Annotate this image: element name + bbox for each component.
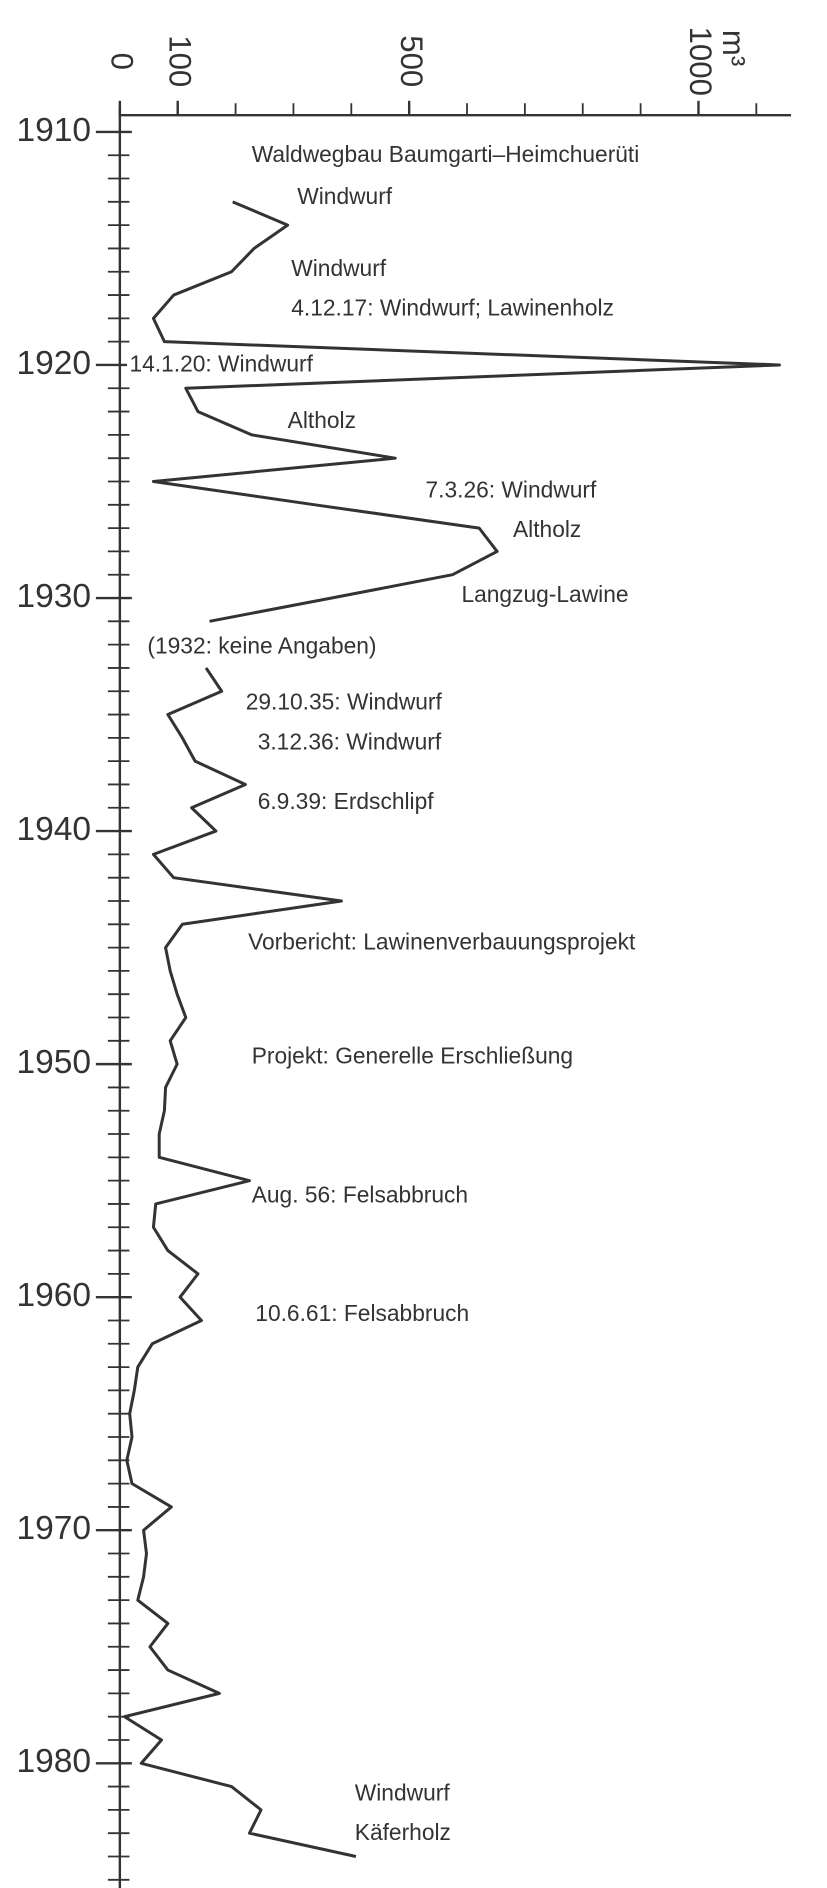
annotation: Windwurf <box>355 1779 451 1805</box>
y-tick-label: 1940 <box>16 811 91 848</box>
y-tick-label: 1910 <box>16 112 91 149</box>
annotation: (1932: keine Angaben) <box>147 632 376 658</box>
annotation: Projekt: Generelle Erschließung <box>252 1042 573 1068</box>
annotation: Käferholz <box>355 1819 451 1845</box>
annotation: Windwurf <box>291 255 387 281</box>
x-tick-label: 500 <box>394 35 429 87</box>
annotation: Waldwegbau Baumgarti–Heimchuerüti <box>252 141 640 167</box>
y-tick-label: 1920 <box>16 345 91 382</box>
annotation: 4.12.17: Windwurf; Lawinenholz <box>291 294 614 320</box>
annotation: 10.6.61: Felsabbruch <box>255 1300 469 1326</box>
x-axis-unit: m³ <box>716 30 751 66</box>
y-tick-label: 1960 <box>16 1277 91 1314</box>
annotation: Windwurf <box>297 183 393 209</box>
x-tick-label: 1000 <box>683 27 718 96</box>
annotation-bg <box>127 350 316 377</box>
y-tick-label: 1930 <box>16 578 91 615</box>
annotation: 7.3.26: Windwurf <box>425 477 596 503</box>
annotation: 3.12.36: Windwurf <box>258 728 442 754</box>
y-tick-label: 1980 <box>16 1743 91 1780</box>
x-tick-label: 0 <box>105 53 140 70</box>
data-line <box>122 200 781 1858</box>
annotation: Altholz <box>513 516 581 542</box>
y-tick-label: 1950 <box>16 1044 91 1081</box>
annotation: Vorbericht: Lawinenverbauungsprojekt <box>248 928 636 954</box>
annotation: 29.10.35: Windwurf <box>246 689 443 715</box>
annotation: 6.9.39: Erdschlipf <box>258 788 435 814</box>
y-tick-label: 1970 <box>16 1510 91 1547</box>
annotation: 14.1.20: Windwurf <box>129 351 313 377</box>
annotation: Aug. 56: Felsabbruch <box>252 1181 468 1207</box>
annotation: Altholz <box>288 407 356 433</box>
annotation: Langzug-Lawine <box>461 581 628 607</box>
x-tick-label: 100 <box>162 35 197 87</box>
